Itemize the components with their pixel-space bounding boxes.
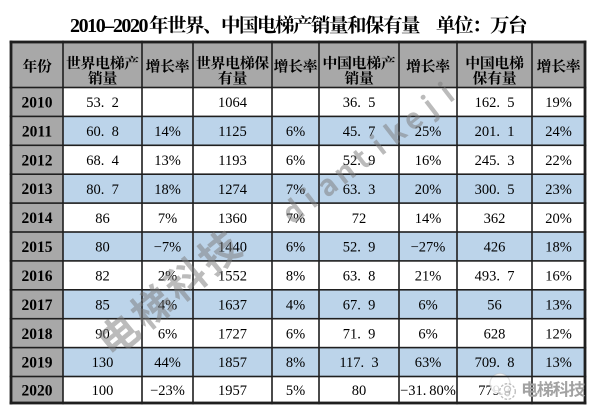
svg-text:25%: 25% <box>415 124 442 140</box>
svg-text:2017: 2017 <box>22 297 53 314</box>
svg-text:2012: 2012 <box>22 152 53 169</box>
svg-text:23%: 23% <box>545 182 572 198</box>
svg-text:493. 7: 493. 7 <box>475 269 515 285</box>
svg-text:22%: 22% <box>545 153 572 169</box>
svg-text:80: 80 <box>95 240 110 256</box>
svg-text:20%: 20% <box>545 211 572 227</box>
svg-text:2013: 2013 <box>22 181 53 198</box>
svg-text:82: 82 <box>95 269 110 285</box>
svg-text:300. 5: 300. 5 <box>475 182 515 198</box>
svg-text:20%: 20% <box>415 182 442 198</box>
svg-text:63. 8: 63. 8 <box>343 269 376 285</box>
svg-text:2011: 2011 <box>22 124 52 141</box>
svg-text:1727: 1727 <box>218 326 247 342</box>
svg-text:−23%: −23% <box>150 383 185 399</box>
svg-text:628: 628 <box>484 326 506 342</box>
svg-text:13%: 13% <box>545 355 572 371</box>
svg-text:7%: 7% <box>286 182 305 198</box>
svg-text:45. 7: 45. 7 <box>343 124 376 140</box>
svg-text:56: 56 <box>487 297 502 313</box>
svg-text:2010–2020: 2010–2020 <box>70 15 149 37</box>
svg-text:7%: 7% <box>158 211 177 227</box>
svg-text:18%: 18% <box>545 240 572 256</box>
svg-text:2015: 2015 <box>22 239 53 256</box>
svg-text:1193: 1193 <box>218 153 246 169</box>
svg-text:−7%: −7% <box>154 240 182 256</box>
svg-text:8%: 8% <box>286 355 305 371</box>
svg-text:16%: 16% <box>545 269 572 285</box>
svg-text:8%: 8% <box>286 269 305 285</box>
svg-text:2010: 2010 <box>22 95 53 112</box>
svg-text:60. 8: 60. 8 <box>86 124 119 140</box>
svg-text:−27%: −27% <box>411 240 446 256</box>
svg-text:1637: 1637 <box>218 297 247 313</box>
svg-text:6%: 6% <box>418 326 437 342</box>
svg-text:36. 5: 36. 5 <box>343 95 376 111</box>
svg-text:16%: 16% <box>415 153 442 169</box>
svg-text:100: 100 <box>92 383 114 399</box>
svg-text:80. 7: 80. 7 <box>86 182 119 198</box>
svg-text:12%: 12% <box>545 326 572 342</box>
svg-text:2019: 2019 <box>22 355 53 372</box>
svg-text:130: 130 <box>92 355 114 371</box>
svg-text:4%: 4% <box>286 297 305 313</box>
svg-text:71. 9: 71. 9 <box>343 326 376 342</box>
svg-text:44%: 44% <box>154 355 181 371</box>
svg-text:362: 362 <box>484 211 506 227</box>
svg-text:67. 9: 67. 9 <box>343 297 376 313</box>
svg-text:2020: 2020 <box>22 382 53 399</box>
svg-text:72: 72 <box>352 211 367 227</box>
svg-text:2014: 2014 <box>22 210 53 227</box>
svg-text:1064: 1064 <box>218 95 248 111</box>
svg-text:19%: 19% <box>545 95 572 111</box>
svg-text:245. 3: 245. 3 <box>475 153 515 169</box>
svg-text:201. 1: 201. 1 <box>475 124 515 140</box>
svg-text:1957: 1957 <box>218 383 247 399</box>
svg-text:162. 5: 162. 5 <box>475 95 515 111</box>
svg-text:80: 80 <box>352 383 367 399</box>
svg-text:14%: 14% <box>415 211 442 227</box>
svg-text:13%: 13% <box>545 297 572 313</box>
svg-text:6%: 6% <box>286 326 305 342</box>
svg-text:86: 86 <box>95 211 110 227</box>
svg-text:63. 3: 63. 3 <box>343 182 376 198</box>
svg-text:2018: 2018 <box>22 326 53 343</box>
svg-text:13%: 13% <box>154 153 181 169</box>
svg-text:1857: 1857 <box>218 355 247 371</box>
svg-text:1125: 1125 <box>218 124 246 140</box>
svg-text:53. 2: 53. 2 <box>86 95 119 111</box>
svg-text:6%: 6% <box>286 153 305 169</box>
svg-text:63%: 63% <box>415 355 442 371</box>
svg-text:5%: 5% <box>286 383 305 399</box>
svg-text:6%: 6% <box>158 326 177 342</box>
svg-text:85: 85 <box>95 297 110 313</box>
svg-text:1274: 1274 <box>218 182 248 198</box>
svg-text:−31. 80%: −31. 80% <box>400 383 456 399</box>
svg-text:709. 8: 709. 8 <box>475 355 515 371</box>
svg-text:21%: 21% <box>415 269 442 285</box>
svg-text:6%: 6% <box>286 124 305 140</box>
svg-text:117. 3: 117. 3 <box>339 355 378 371</box>
svg-text:24%: 24% <box>545 124 572 140</box>
svg-text:6%: 6% <box>418 297 437 313</box>
svg-text:2016: 2016 <box>22 268 53 285</box>
svg-text:1360: 1360 <box>218 211 247 227</box>
svg-text:14%: 14% <box>154 124 181 140</box>
svg-text:18%: 18% <box>154 182 181 198</box>
svg-text:426: 426 <box>484 240 506 256</box>
svg-text:6%: 6% <box>286 240 305 256</box>
svg-text:52. 9: 52. 9 <box>343 240 376 256</box>
svg-text:1552: 1552 <box>218 269 247 285</box>
svg-text:68. 4: 68. 4 <box>86 153 119 169</box>
